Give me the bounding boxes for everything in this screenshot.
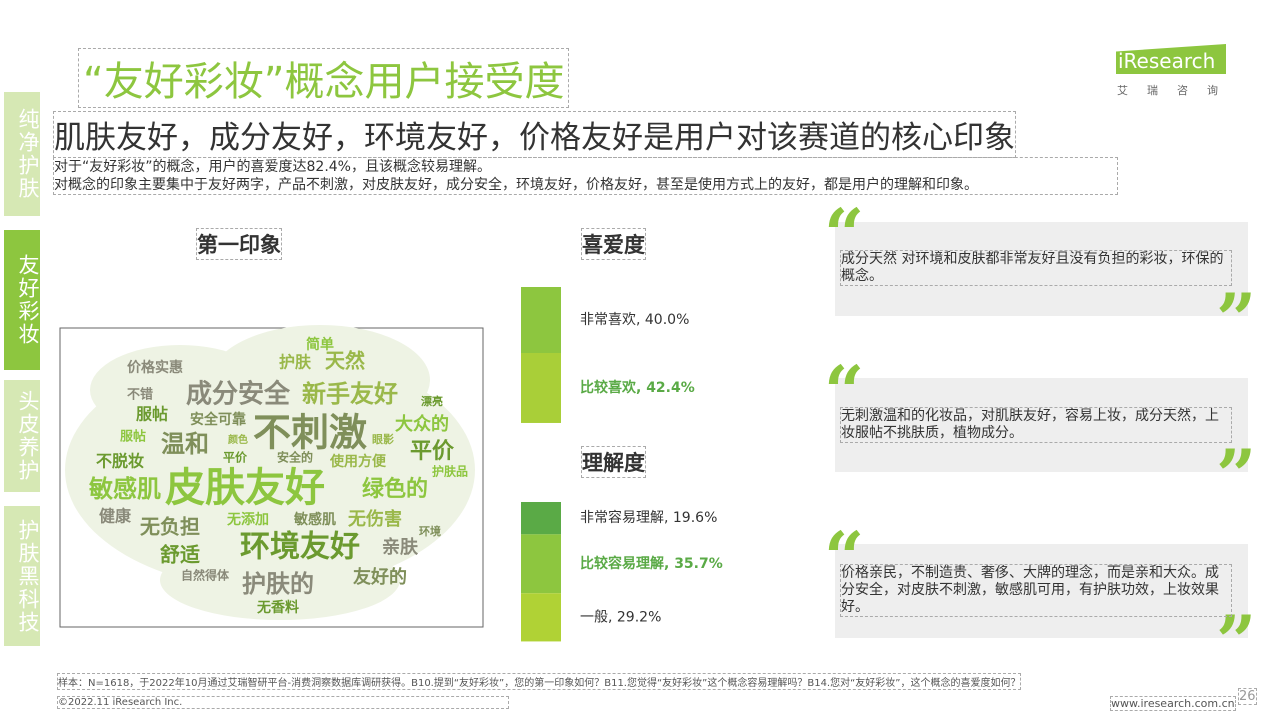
word: 无香料: [256, 599, 299, 616]
word: 绿色的: [362, 476, 428, 502]
section-title: 喜爱度: [581, 228, 646, 260]
quote-box: [835, 222, 1248, 316]
quote-text: 无刺激温和的化妆品，对肌肤友好，容易上妆，成分天然，上妆服帖不挑肤质，植物成分。: [840, 407, 1232, 443]
sidebar-tab[interactable]: 友好彩妆: [4, 230, 40, 370]
word: 温和: [161, 430, 209, 458]
word: 自然得体: [181, 568, 230, 583]
word: 环境友好: [240, 530, 360, 565]
summary: 对于“友好彩妆”的概念，用户的喜爱度达82.4%，且该概念较易理解。 对概念的印…: [53, 157, 1118, 195]
quote-box: [835, 544, 1248, 638]
word: 颜色: [228, 433, 248, 446]
quote-mark: “: [824, 350, 865, 433]
word: 大众的: [395, 413, 449, 435]
word: 平价: [223, 451, 248, 465]
footnote: 样本：N=1618，于2022年10月通过艾瑞智研平台-消费洞察数据库调研获得。…: [57, 673, 1022, 690]
summary-line: 对概念的印象主要集中于友好两字，产品不刺激，对皮肤友好，成分安全，环境友好，价格…: [54, 177, 978, 193]
title: “友好彩妆”概念用户接受度: [78, 48, 570, 108]
bar-segment: [521, 534, 561, 594]
word: 亲肤: [382, 536, 419, 558]
brand-cn: 艾瑞咨询: [1117, 84, 1237, 97]
bar-segment: [521, 502, 561, 535]
word: 无伤害: [348, 508, 402, 530]
sidebar-tab[interactable]: 纯净护肤: [4, 92, 40, 216]
sidebar-tab[interactable]: 头皮养护: [4, 380, 40, 492]
word: 不脱妆: [96, 452, 144, 471]
word: 安全的: [277, 450, 313, 465]
word: 平价: [410, 439, 455, 464]
word: 漂亮: [421, 394, 443, 408]
bar-label: 非常容易理解, 19.6%: [580, 509, 717, 526]
quote-text: 成分天然 对环境和皮肤都非常友好且没有负担的彩妆，环保的概念。: [840, 250, 1232, 286]
quote-mark: “: [824, 516, 865, 599]
bar-label: 比较容易理解, 35.7%: [580, 555, 723, 572]
summary-line: 对于“友好彩妆”的概念，用户的喜爱度达82.4%，且该概念较易理解。: [54, 159, 491, 175]
word: 皮肤友好: [165, 465, 325, 511]
section-title: 第一印象: [196, 228, 282, 260]
word: 无添加: [226, 511, 269, 528]
bar-segment: [521, 353, 561, 423]
word: 舒适: [160, 543, 200, 567]
word: 使用方便: [329, 453, 387, 470]
word: 健康: [99, 507, 132, 526]
word: 敏感肌: [293, 511, 336, 528]
word: 友好的: [353, 566, 407, 588]
quote-mark: ”: [1216, 600, 1257, 683]
sidebar-tab[interactable]: 护肤黑科技: [4, 506, 40, 646]
bar-label: 一般, 29.2%: [580, 609, 661, 625]
word: 安全可靠: [190, 411, 246, 428]
headline: 肌肤友好，成分友好，环境友好，价格友好是用户对该赛道的核心印象: [53, 111, 1016, 158]
word: 新手友好: [302, 380, 398, 408]
url: www.iresearch.com.cn: [1110, 696, 1236, 711]
word: 护肤品: [432, 464, 468, 479]
word: 环境: [419, 524, 441, 538]
word: 天然: [325, 349, 365, 373]
word: 不刺激: [253, 411, 367, 455]
bar-segment: [521, 593, 561, 642]
bar-label: 非常喜欢, 40.0%: [580, 312, 689, 328]
section-title: 理解度: [581, 446, 646, 478]
word: 成分安全: [186, 379, 291, 410]
word: 眼影: [372, 432, 394, 446]
quote-mark: “: [824, 193, 865, 276]
word: 敏感肌: [88, 475, 161, 503]
copyright: ©2022.11 iResearch Inc.: [57, 696, 509, 709]
quote-mark: ”: [1216, 434, 1257, 517]
cloud-shape: [65, 325, 475, 620]
word: 简单: [306, 336, 334, 353]
word: 不错: [127, 387, 153, 403]
bar-label: 比较喜欢, 42.4%: [580, 379, 695, 396]
word: 护肤的: [242, 570, 314, 598]
page-number: 26: [1238, 688, 1257, 705]
word: 服帖: [120, 429, 146, 445]
quote-box: [835, 378, 1248, 472]
quote-mark: ”: [1216, 278, 1257, 361]
word: 无负担: [140, 515, 200, 539]
word: 价格实惠: [127, 359, 183, 376]
bar-segment: [521, 287, 561, 353]
word: 服帖: [136, 405, 168, 424]
word: 护肤: [279, 353, 312, 372]
brand: iResearch: [1118, 49, 1216, 73]
quote-text: 价格亲民，不制造贵、奢侈、大牌的理念，而是亲和大众。成分安全，对皮肤不刺激，敏感…: [840, 564, 1232, 617]
